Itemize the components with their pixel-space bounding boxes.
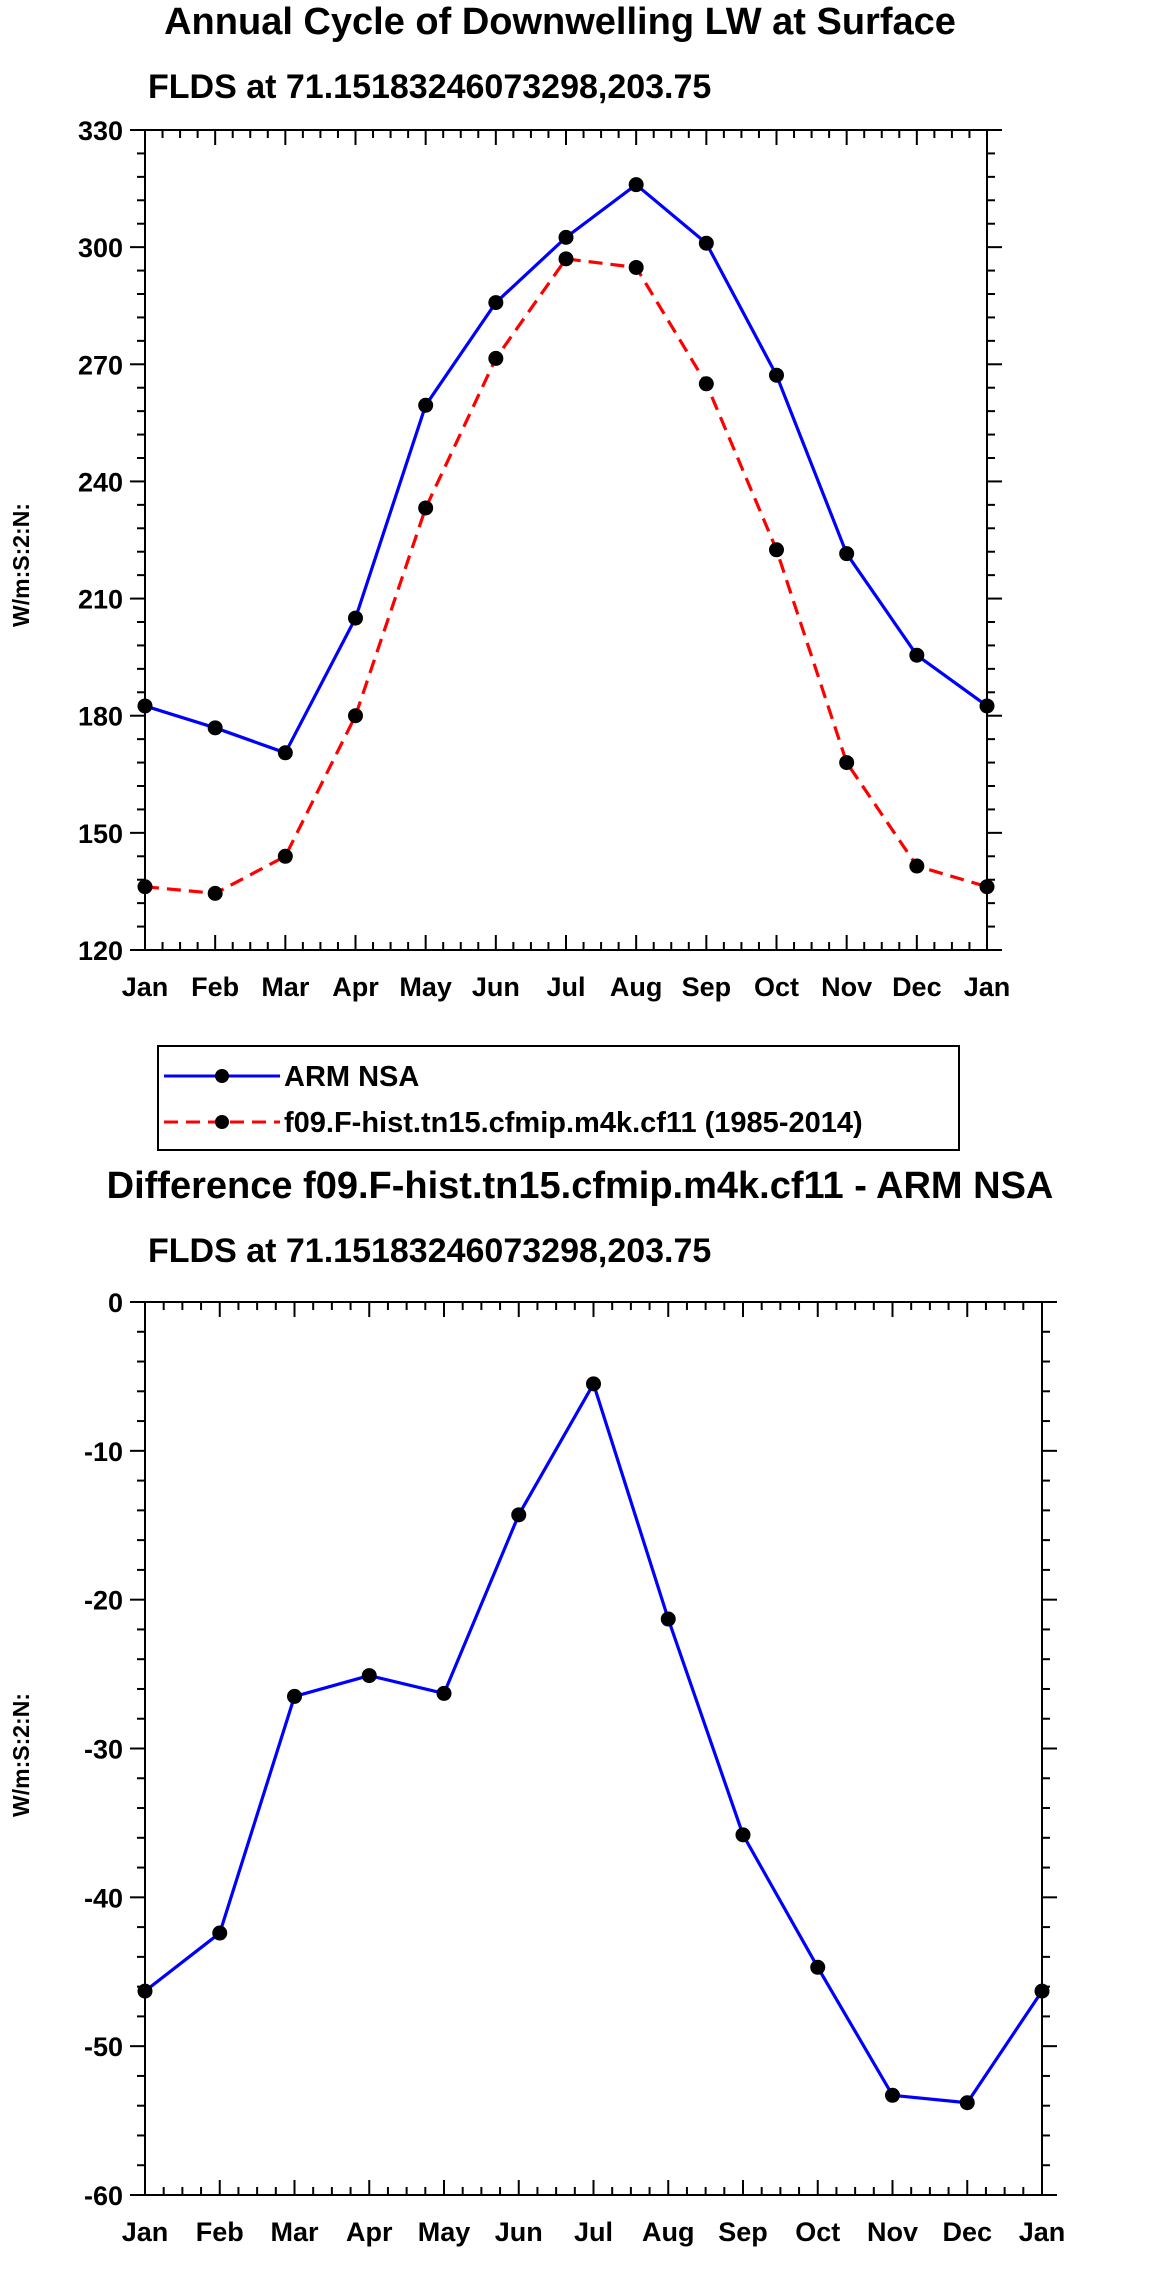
annual-cycle-series-0-point bbox=[909, 647, 925, 663]
difference-subtitle: FLDS at 71.15183246073298,203.75 bbox=[148, 1232, 711, 1270]
annual-cycle-x-tick-label: Aug bbox=[610, 972, 662, 1002]
difference-x-tick-label: Dec bbox=[942, 2217, 992, 2247]
annual-cycle-y-axis-label: W/m:S:2:N: bbox=[8, 503, 34, 627]
legend-label-arm-nsa: ARM NSA bbox=[284, 1061, 419, 1093]
annual-cycle-y-tick-label: 210 bbox=[78, 585, 123, 615]
difference-series-0-point bbox=[810, 1959, 826, 1975]
difference-y-tick-label: -10 bbox=[84, 1437, 123, 1467]
annual-cycle-chart: Annual Cycle of Downwelling LW at Surfac… bbox=[8, 1, 1010, 1151]
annual-cycle-series-0-point bbox=[418, 397, 434, 413]
annual-cycle-x-tick-label: Jun bbox=[472, 972, 520, 1002]
difference-x-tick-label: Apr bbox=[346, 2217, 393, 2247]
annual-cycle-series-1-point bbox=[277, 848, 293, 864]
legend-label-model: f09.F-hist.tn15.cfmip.m4k.cf11 (1985-201… bbox=[284, 1107, 863, 1139]
annual-cycle-y-tick-label: 180 bbox=[78, 702, 123, 732]
difference-y-tick-label: 0 bbox=[108, 1288, 123, 1318]
annual-cycle-series-1-point bbox=[979, 879, 995, 895]
annual-cycle-x-tick-label: Jul bbox=[546, 972, 585, 1002]
annual-cycle-series-1-point bbox=[628, 259, 644, 275]
annual-cycle-title: Annual Cycle of Downwelling LW at Surfac… bbox=[164, 1, 956, 43]
annual-cycle-x-tick-label: Mar bbox=[261, 972, 310, 1002]
difference-x-tick-label: Aug bbox=[642, 2217, 694, 2247]
annual-cycle-series-0-point bbox=[348, 610, 363, 626]
difference-x-tick-label: Jan bbox=[122, 2217, 169, 2247]
annual-cycle-plot-area: Jan Feb Mar Apr May Jun Jul Aug Sep Oct Nov Dec Jan 1… bbox=[78, 116, 1010, 1002]
difference-series-0-point bbox=[137, 1983, 153, 1999]
difference-y-tick-label: -50 bbox=[84, 2032, 123, 2062]
difference-x-tick-label: Feb bbox=[196, 2217, 244, 2247]
annual-cycle-series-0-point bbox=[769, 367, 784, 383]
difference-series-0-point bbox=[511, 1507, 527, 1523]
annual-cycle-x-tick-label: Dec bbox=[892, 972, 942, 1002]
difference-series-0-point bbox=[212, 1925, 228, 1941]
annual-cycle-series-1-point bbox=[137, 879, 153, 895]
difference-series-0-point bbox=[1034, 1983, 1050, 1999]
difference-y-tick-label: -40 bbox=[84, 1883, 123, 1913]
difference-x-tick-label: Jul bbox=[574, 2217, 613, 2247]
annual-cycle-series-1-point bbox=[207, 885, 223, 901]
annual-cycle-x-tick-label: Jan bbox=[122, 972, 169, 1002]
annual-cycle-series-0-point bbox=[628, 177, 644, 193]
annual-cycle-x-tick-label: Jan bbox=[964, 972, 1011, 1002]
annual-cycle-y-tick-label: 240 bbox=[78, 467, 123, 497]
difference-x-tick-label: May bbox=[418, 2217, 471, 2247]
legend-marker-model bbox=[215, 1115, 229, 1129]
difference-y-axis-label: W/m:S:2:N: bbox=[8, 1693, 34, 1817]
annual-cycle-y-tick-label: 300 bbox=[78, 233, 123, 263]
difference-y-tick-label: -60 bbox=[84, 2181, 123, 2211]
legend: ARM NSA f09.F-hist.tn15.cfmip.m4k.cf11 (… bbox=[157, 1045, 960, 1151]
difference-x-tick-label: Nov bbox=[867, 2217, 918, 2247]
annual-cycle-y-tick-label: 270 bbox=[78, 350, 123, 380]
annual-cycle-x-tick-label: Oct bbox=[754, 972, 799, 1002]
difference-series-0-point bbox=[436, 1685, 452, 1701]
annual-cycle-series-1-point bbox=[488, 350, 504, 366]
annual-cycle-series-0-point bbox=[558, 229, 574, 245]
annual-cycle-y-tick-label: 120 bbox=[78, 936, 123, 966]
difference-series-0-point bbox=[287, 1688, 302, 1704]
difference-x-tick-label: Oct bbox=[795, 2217, 840, 2247]
difference-series-0-point bbox=[361, 1668, 377, 1684]
difference-y-tick-label: -30 bbox=[84, 1735, 123, 1765]
annual-cycle-x-tick-label: May bbox=[399, 972, 452, 1002]
annual-cycle-series-1-point bbox=[769, 542, 784, 558]
difference-series-0-point bbox=[735, 1827, 751, 1843]
annual-cycle-series-1-point bbox=[348, 708, 363, 724]
difference-x-tick-label: Mar bbox=[270, 2217, 319, 2247]
annual-cycle-series-1-point bbox=[909, 858, 925, 874]
difference-series-0-point bbox=[660, 1611, 676, 1627]
annual-cycle-series-1-point bbox=[698, 376, 714, 392]
annual-cycle-series-line-0 bbox=[144, 183, 988, 755]
annual-cycle-series-0-point bbox=[277, 745, 293, 761]
difference-title: Difference f09.F-hist.tn15.cfmip.m4k.cf1… bbox=[107, 1165, 1054, 1207]
difference-x-tick-label: Jan bbox=[1019, 2217, 1066, 2247]
annual-cycle-series-1-point bbox=[839, 755, 855, 771]
annual-cycle-x-tick-label: Feb bbox=[191, 972, 239, 1002]
annual-cycle-series-0-point bbox=[207, 720, 223, 736]
annual-cycle-x-tick-label: Apr bbox=[332, 972, 379, 1002]
annual-cycle-x-tick-label: Nov bbox=[821, 972, 872, 1002]
difference-x-tick-label: Sep bbox=[718, 2217, 768, 2247]
annual-cycle-x-tick-label: Sep bbox=[682, 972, 732, 1002]
annual-cycle-series-0-point bbox=[839, 546, 855, 562]
annual-cycle-series-0-point bbox=[979, 698, 995, 714]
difference-series-0-point bbox=[959, 2095, 975, 2111]
difference-series-line-0 bbox=[144, 1382, 1044, 2105]
difference-chart: Difference f09.F-hist.tn15.cfmip.m4k.cf1… bbox=[8, 1165, 1065, 2247]
annual-cycle-series-1-point bbox=[558, 251, 574, 267]
annual-cycle-series-0-point bbox=[698, 235, 714, 251]
annual-cycle-subtitle: FLDS at 71.15183246073298,203.75 bbox=[148, 68, 711, 106]
difference-x-tick-label: Jun bbox=[495, 2217, 543, 2247]
annual-cycle-series-0-point bbox=[137, 698, 153, 714]
annual-cycle-series-0-point bbox=[488, 295, 504, 311]
difference-series-0-point bbox=[586, 1376, 601, 1392]
annual-cycle-series-1-point bbox=[418, 500, 434, 516]
legend-marker-arm-nsa bbox=[215, 1069, 229, 1083]
difference-plot-area: Jan Feb Mar Apr May Jun Jul Aug Sep Oct Nov Dec Jan -… bbox=[84, 1288, 1065, 2247]
annual-cycle-y-tick-label: 330 bbox=[78, 116, 123, 146]
legend-box bbox=[157, 1045, 960, 1151]
difference-series-0-point bbox=[885, 2087, 900, 2103]
difference-y-tick-label: -20 bbox=[84, 1586, 123, 1616]
annual-cycle-y-tick-label: 150 bbox=[78, 819, 123, 849]
